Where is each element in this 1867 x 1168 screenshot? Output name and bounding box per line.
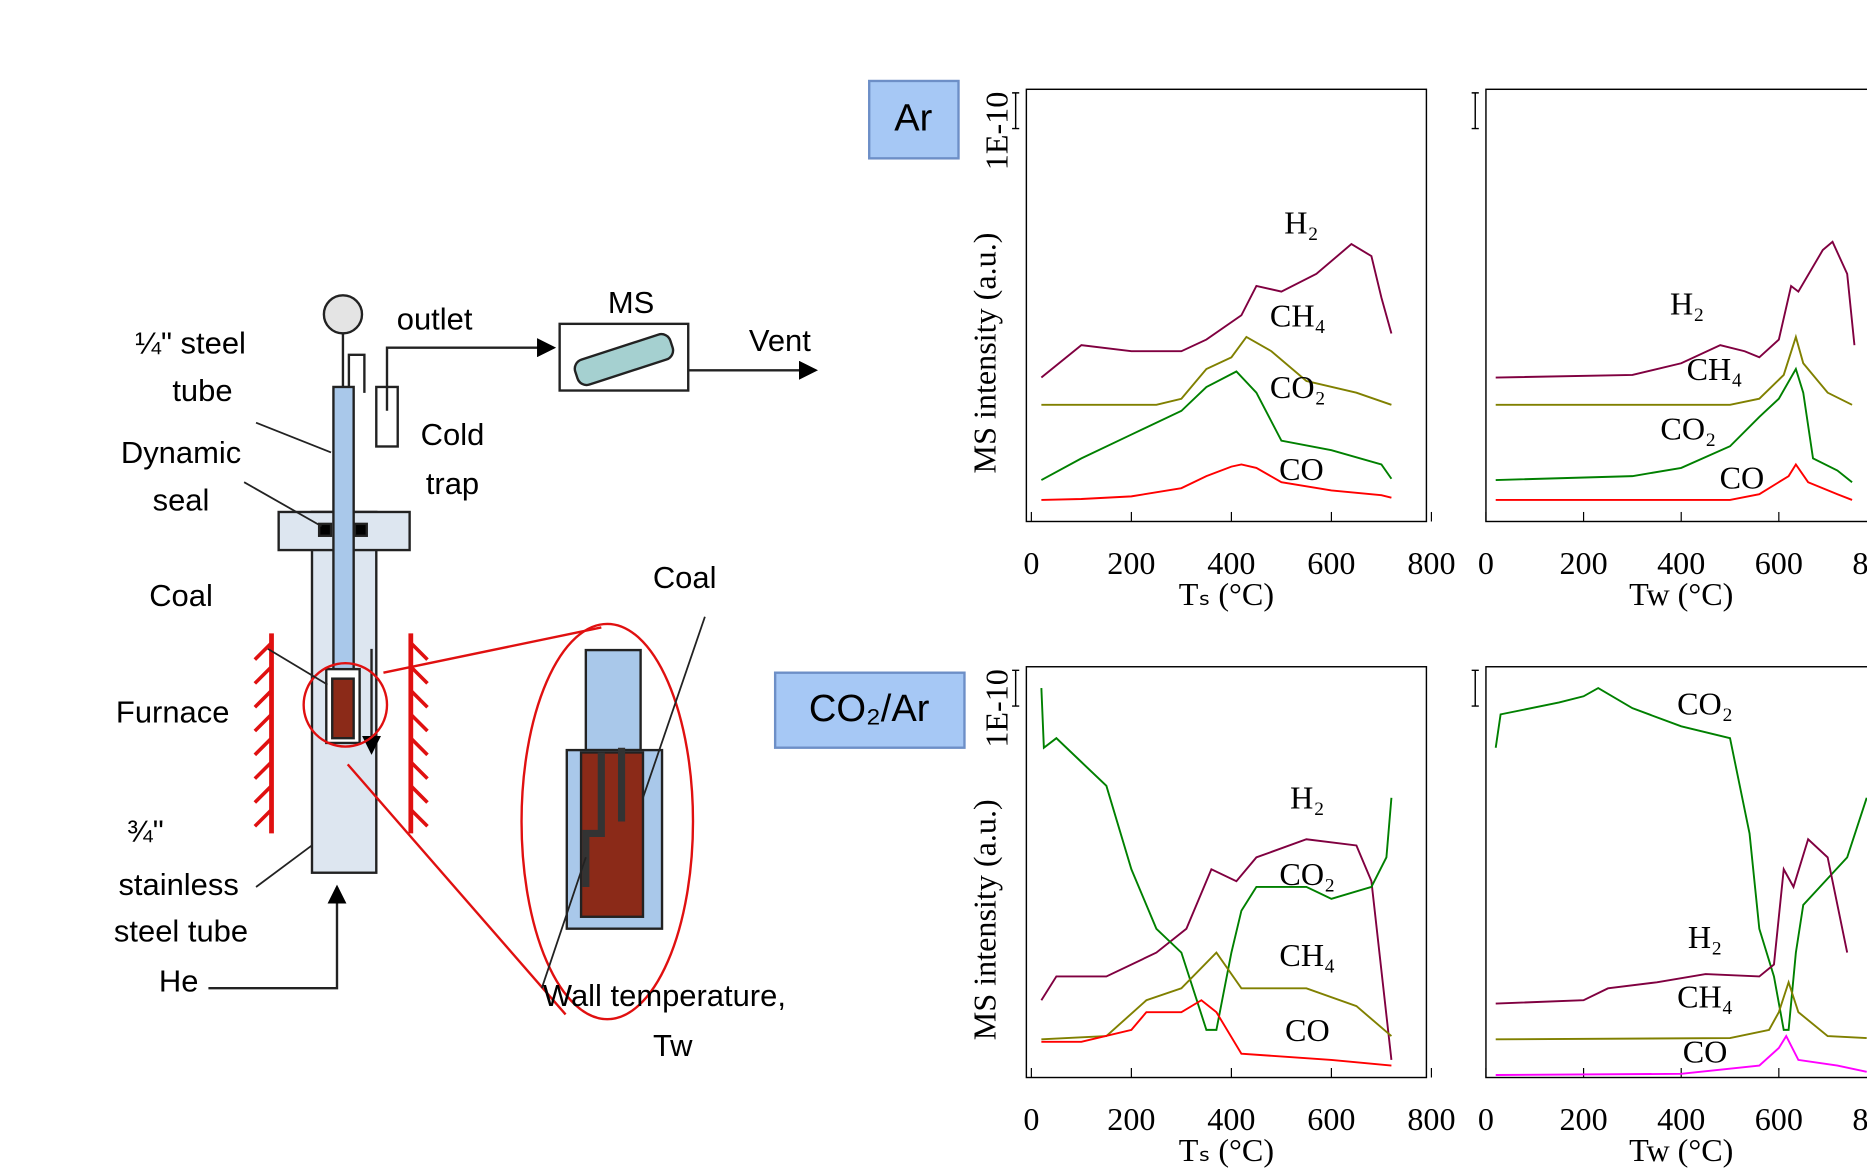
diagram-label: stainless [118,867,238,902]
x-axis-label: Tₛ (°C) [1179,1132,1274,1168]
diagram-label: outlet [397,302,473,337]
series-label: CO₂ [1270,369,1326,405]
series-label: CH₄ [1687,351,1743,387]
x-tick-label: 600 [1307,545,1355,581]
diagram-label: ¾" [127,814,164,849]
diagram-label: trap [426,466,479,501]
page: {"diagram":{"labels":["¼\" steel","tube"… [0,0,1867,1168]
x-tick-label: 200 [1559,545,1607,581]
series-label: CO₂ [1677,686,1733,722]
x-tick-label: 0 [1478,545,1494,581]
diagram-label: Vent [749,323,811,358]
x-tick-label: 800 [1852,545,1867,581]
diagram-label: tube [172,373,232,408]
x-axis-label: Tw (°C) [1629,576,1733,612]
x-tick-label: 0 [1023,545,1039,581]
plot-frame [1486,667,1867,1078]
reactor-diagram [208,295,815,1019]
series-label: H₂ [1688,919,1722,955]
series-label: CH₄ [1279,937,1335,973]
series-label: CO [1683,1033,1728,1069]
diagram-label: seal [153,483,210,518]
series-line [1041,464,1391,499]
series-label: CO₂ [1279,856,1335,892]
condition-boxes [775,81,964,748]
x-tick-label: 800 [1407,1101,1455,1137]
x-tick-label: 600 [1755,545,1803,581]
x-tick-label: 200 [1107,545,1155,581]
y-axis-label: MS intensity (a.u.) [967,233,1003,474]
diagram-label: Tw [653,1028,693,1063]
scale-bar [1472,670,1479,706]
x-tick-label: 0 [1478,1101,1494,1137]
x-axis-label: Tw (°C) [1629,1132,1733,1168]
series-label: CO₂ [1660,411,1716,447]
series-label: CO [1279,451,1324,487]
diagram-label: Dynamic [121,435,241,470]
x-tick-label: 600 [1755,1101,1803,1137]
series-line [1041,244,1391,377]
diagram-label: He [159,964,199,999]
x-tick-label: 800 [1407,545,1455,581]
y-axis-label: MS intensity (a.u.) [967,799,1003,1040]
x-tick-label: 800 [1852,1101,1867,1137]
x-tick-label: 200 [1559,1101,1607,1137]
condition-label: CO₂/Ar [809,688,930,730]
series-label: H₂ [1670,286,1704,322]
diagram-label: Coal [653,560,717,595]
scale-bar [1472,93,1479,129]
x-tick-label: 0 [1023,1101,1039,1137]
series-label: CH₄ [1270,297,1326,333]
series-line [1041,688,1391,1030]
diagram-label: Cold [421,417,485,452]
series-line [1496,337,1852,405]
x-tick-label: 200 [1107,1101,1155,1137]
series-label: H₂ [1290,780,1324,816]
series-label: CO [1285,1012,1330,1048]
diagram-label: ¼" steel [135,325,246,360]
diagram-label: Wall temperature, [543,978,786,1013]
series-label: H₂ [1284,205,1318,241]
diagram-label: Furnace [116,695,229,730]
series-line [1041,1000,1391,1065]
series-line [1496,839,1847,1003]
diagram-label: Coal [149,578,213,613]
diagram-label: steel tube [114,914,248,949]
figure: ¼" steel tube outlet MS Vent Cold trap Dynamic s… [0,0,1867,1168]
scale-label: 1E-10 [979,669,1015,748]
series-label: CH₄ [1677,978,1733,1014]
diagram-label: MS [608,285,654,320]
x-axis-label: Tₛ (°C) [1179,576,1274,612]
series-label: CO [1720,459,1765,495]
condition-label: Ar [894,97,932,139]
x-tick-label: 600 [1307,1101,1355,1137]
scale-label: 1E-10 [979,92,1015,171]
